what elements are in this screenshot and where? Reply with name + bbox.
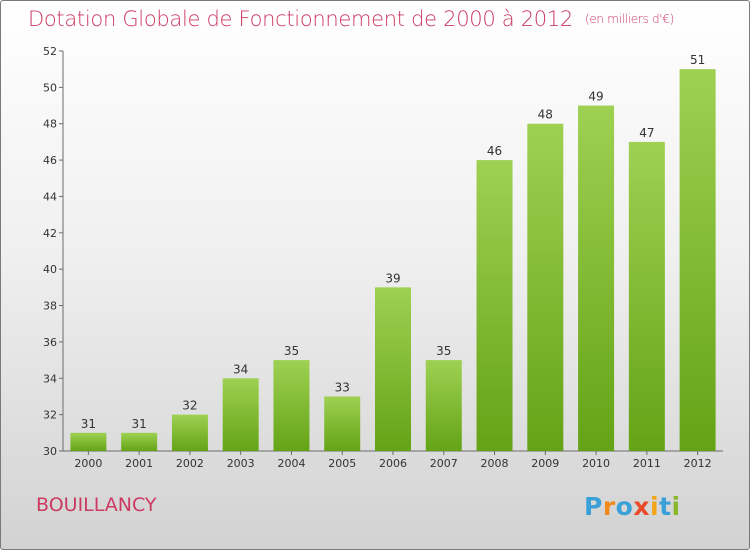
data-label-2000: 31	[81, 417, 96, 431]
x-tick-label-2006: 2006	[379, 457, 407, 470]
x-tick-label-2012: 2012	[684, 457, 712, 470]
x-tick-label-2004: 2004	[277, 457, 305, 470]
data-label-2012: 51	[690, 53, 705, 67]
y-tick-label: 42	[43, 227, 57, 240]
bar-2009	[527, 123, 564, 452]
bars	[70, 69, 716, 452]
data-label-2010: 49	[588, 90, 603, 104]
data-label-2007: 35	[436, 344, 451, 358]
data-label-2005: 33	[335, 380, 350, 394]
data-label-2001: 31	[132, 417, 147, 431]
bar-2012	[679, 69, 716, 451]
bar-2006	[375, 287, 411, 451]
y-tick-label: 30	[43, 445, 57, 458]
x-tick-label-2002: 2002	[176, 457, 204, 470]
data-labels: 31 31 32 34 35 33 39 35 46 48 49 47 51	[81, 53, 706, 431]
bar-2001	[121, 432, 158, 451]
x-tick-label-2005: 2005	[328, 457, 356, 470]
chart-title-text: Dotation Globale de Fonctionnement de 20…	[28, 7, 573, 31]
y-tick-label: 32	[43, 409, 57, 422]
data-label-2011: 47	[639, 126, 654, 140]
y-tick-label: 40	[43, 263, 57, 276]
bar-2010	[578, 105, 615, 451]
bar-2004	[273, 360, 310, 451]
place-name: BOUILLANCY	[36, 494, 157, 516]
x-tick-label-2008: 2008	[481, 457, 509, 470]
data-label-2003: 34	[233, 362, 248, 376]
bar-2000	[70, 432, 107, 451]
proxiti-logo[interactable]: Proxiti	[584, 492, 681, 521]
data-label-2009: 48	[538, 108, 553, 122]
chart-title: Dotation Globale de Fonctionnement de 20…	[28, 7, 674, 31]
x-tick-label-2000: 2000	[74, 457, 102, 470]
bar-2007	[425, 360, 462, 451]
y-tick-label: 36	[43, 336, 57, 349]
x-tick-label-2010: 2010	[582, 457, 610, 470]
y-tick-label: 50	[43, 81, 57, 94]
bar-2005	[324, 396, 361, 451]
y-tick-label: 48	[43, 118, 57, 131]
y-tick-label: 52	[43, 45, 57, 58]
data-label-2006: 39	[385, 271, 400, 285]
axes: 30 32 34 36 38 40 42 44 46 48 50 52 2000 2001 2002 2003…	[43, 45, 723, 470]
x-tick-label-2001: 2001	[125, 457, 153, 470]
bar-2003	[222, 378, 259, 451]
bar-2002	[171, 414, 208, 451]
x-tick-label-2011: 2011	[633, 457, 661, 470]
bar-2008	[476, 160, 513, 451]
x-tick-label-2007: 2007	[430, 457, 458, 470]
y-tick-label: 44	[43, 190, 57, 203]
chart-unit: (en milliers d'€)	[584, 12, 674, 26]
bar-2011	[628, 141, 665, 451]
data-label-2004: 35	[284, 344, 299, 358]
y-tick-label: 34	[43, 372, 57, 385]
y-tick-label: 46	[43, 154, 57, 167]
x-tick-label-2003: 2003	[227, 457, 255, 470]
data-label-2008: 46	[487, 144, 502, 158]
y-tick-label: 38	[43, 300, 57, 313]
data-label-2002: 32	[182, 399, 197, 413]
x-tick-label-2009: 2009	[531, 457, 559, 470]
